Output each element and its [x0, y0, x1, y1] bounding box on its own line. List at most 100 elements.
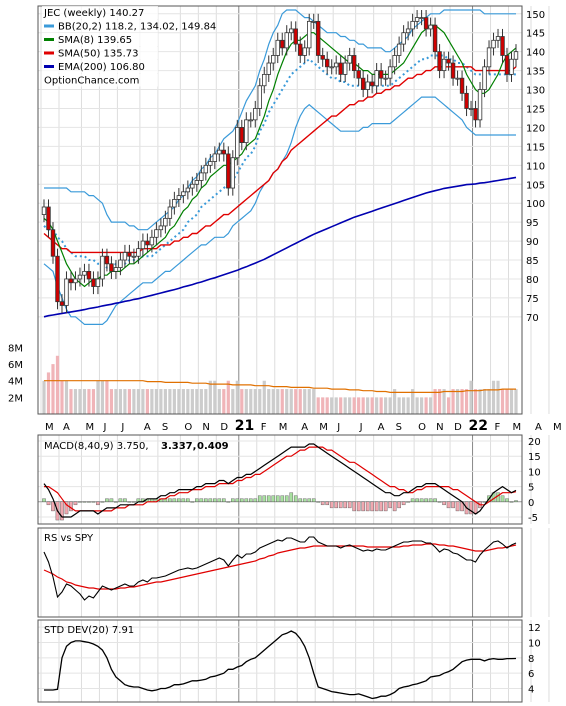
volume-bar: [87, 389, 91, 414]
volume-bar: [460, 389, 464, 414]
volume-bar: [294, 389, 298, 414]
price-tick-label: 140: [526, 48, 545, 59]
volume-bar: [186, 389, 190, 414]
rs-panel-frame: [37, 527, 523, 618]
macd-histogram-bar: [361, 501, 365, 512]
macd-histogram-bar: [257, 495, 262, 503]
month-label: 21: [235, 418, 254, 434]
macd-histogram-bar: [334, 501, 338, 509]
legend-swatch: [44, 65, 54, 68]
volume-bar: [145, 389, 149, 414]
macd-histogram-bar: [338, 501, 343, 509]
rs-line: [43, 536, 517, 601]
candle-body: [414, 17, 420, 22]
candle-body: [55, 255, 60, 303]
volume-bar: [505, 389, 509, 414]
candle-body: [324, 58, 330, 68]
volume-bar: [411, 389, 415, 414]
month-label: J: [120, 422, 124, 433]
candle-body: [86, 270, 92, 280]
macd-histogram-bar: [280, 495, 285, 503]
candle-body: [203, 164, 209, 174]
macd-histogram-bar: [514, 500, 518, 503]
price-tick-label: 130: [526, 86, 545, 97]
volume-bar: [482, 389, 487, 414]
macd-histogram-bar: [316, 501, 321, 503]
macd-histogram-bar: [172, 498, 177, 503]
price-legend-label: SMA(8) 139.65: [58, 35, 132, 46]
macd-histogram-bar: [392, 501, 397, 512]
candle-body: [374, 70, 379, 87]
price-tick-label: 135: [526, 67, 545, 78]
volume-bar: [509, 389, 514, 414]
month-label: A: [63, 422, 70, 433]
candle-body: [239, 127, 244, 143]
volume-bar: [105, 380, 109, 414]
volume-bar: [96, 380, 100, 414]
macd-tick-label: -5: [528, 513, 538, 524]
candle-body: [46, 206, 51, 231]
candle-body: [347, 55, 352, 64]
month-label: M: [45, 422, 54, 433]
price-tick-label: 75: [526, 294, 539, 305]
volume-bar: [199, 389, 203, 414]
candle-body: [109, 263, 114, 272]
candle-body: [113, 267, 119, 272]
candle-body: [432, 24, 438, 53]
volume-tick-label: 2M: [8, 393, 23, 404]
volume-bar: [91, 389, 96, 414]
candle-body: [450, 62, 456, 79]
volume-bar: [361, 397, 365, 414]
volume-bar: [307, 389, 311, 414]
macd-histogram-bar: [352, 501, 356, 512]
candle-body: [477, 89, 483, 121]
volume-bar: [46, 372, 51, 414]
candle-body: [136, 248, 141, 257]
volume-bar: [469, 380, 473, 414]
price-tick-label: 90: [526, 237, 539, 248]
candle-body: [118, 259, 123, 268]
month-label: 22: [469, 418, 488, 434]
price-tick-label: 95: [526, 218, 539, 229]
candle-body: [491, 39, 496, 49]
volume-bar: [500, 389, 505, 414]
candle-body: [77, 274, 83, 280]
candle-body: [145, 240, 150, 246]
month-label: M: [553, 422, 562, 433]
macd-histogram-bar: [410, 498, 415, 503]
macd-histogram-bar: [289, 492, 294, 502]
candle-body: [122, 252, 128, 261]
candle-body: [131, 255, 137, 258]
macd-histogram-bar: [455, 501, 460, 512]
macd-histogram-bar: [96, 501, 100, 506]
ema200-line: [43, 176, 517, 318]
volume-bar: [118, 389, 123, 414]
legend-backdrop: [42, 6, 158, 19]
price-legend-label: SMA(50) 135.73: [58, 49, 139, 60]
volume-bar: [217, 389, 221, 414]
month-label: A: [144, 422, 151, 433]
month-label: M: [513, 422, 522, 433]
macd-histogram-bar: [100, 501, 105, 503]
price-tick-label: 120: [526, 123, 545, 134]
volume-bar: [249, 389, 253, 414]
volume-bar: [154, 389, 158, 414]
macd-signal-value: 3.337,: [161, 441, 196, 452]
volume-bar: [289, 389, 293, 414]
candle-body: [378, 70, 384, 79]
month-label: S: [162, 422, 168, 433]
volume-bar: [109, 389, 114, 414]
volume-bar: [123, 389, 127, 414]
volume-bar: [478, 389, 482, 414]
macd-histogram-bar: [307, 498, 312, 503]
candle-body: [64, 278, 69, 306]
candle-body: [329, 66, 334, 69]
macd-histogram-bar: [123, 498, 127, 503]
macd-histogram-bar: [401, 501, 406, 506]
std-tick-label: 4: [528, 684, 534, 695]
macd-histogram-bar: [73, 501, 78, 506]
volume-tick-label: 8M: [8, 343, 23, 354]
macd-histogram-bar: [419, 498, 424, 503]
volume-bar: [312, 389, 316, 414]
